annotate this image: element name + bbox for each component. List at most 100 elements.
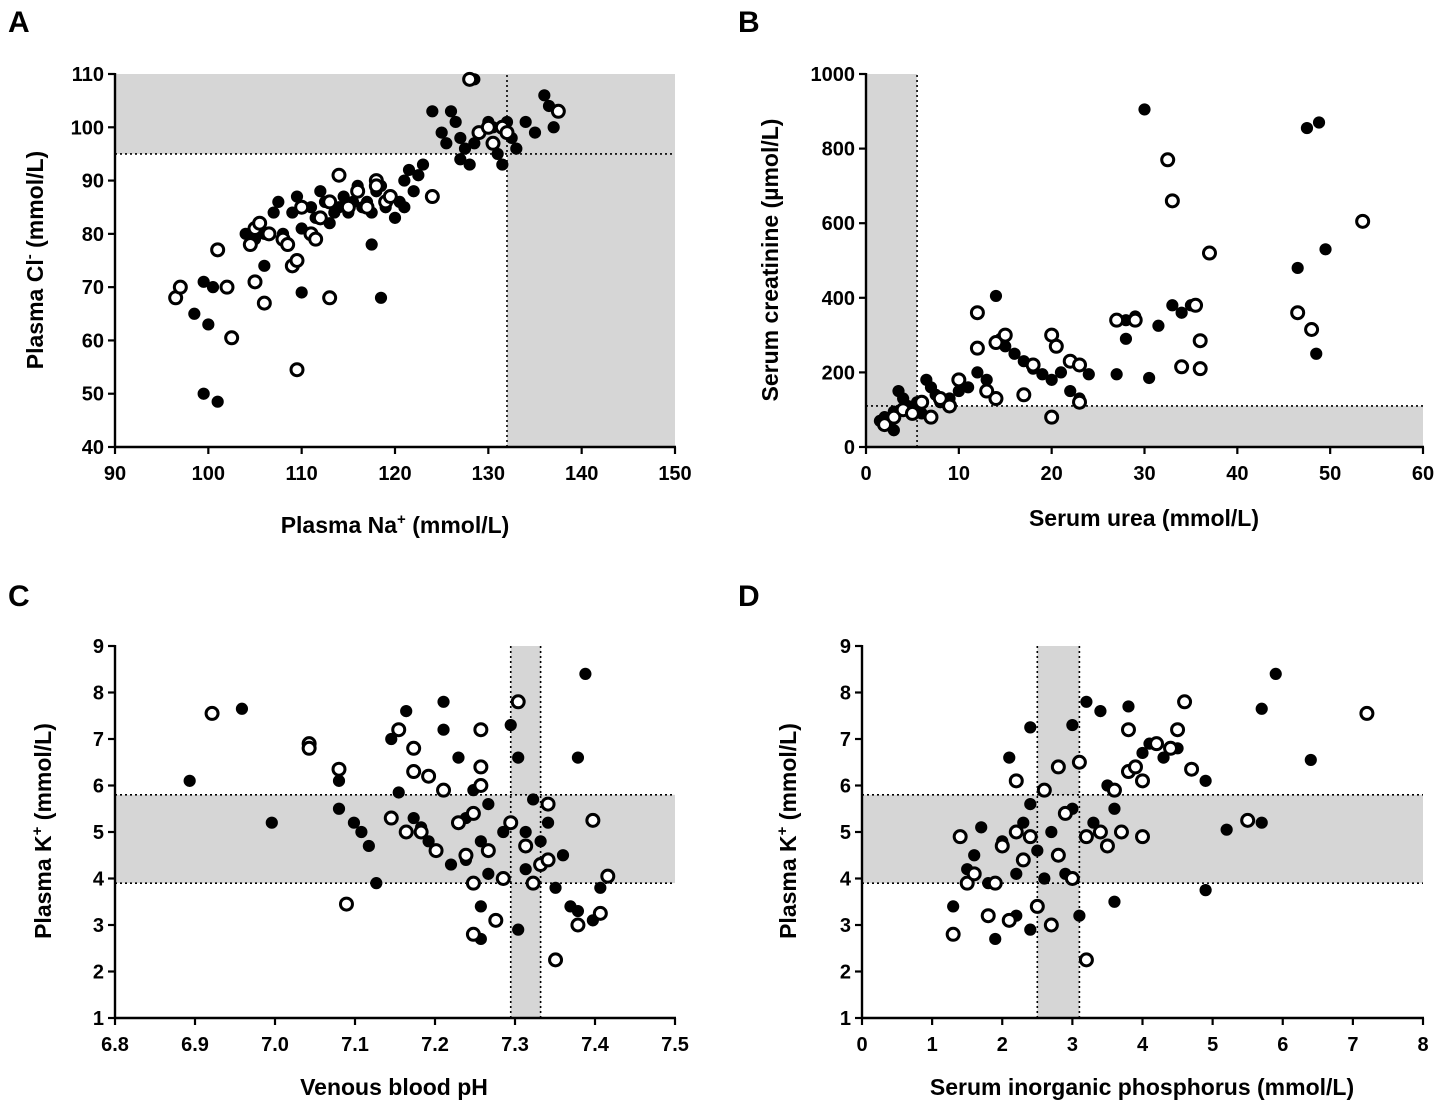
panel-b-filled-point-36 xyxy=(1138,103,1151,116)
panel-d-filled-point-26 xyxy=(1108,895,1121,908)
panel-c-open-point-19 xyxy=(473,778,489,793)
panel-a-y-ticks: 40 50 60 70 80 90 100 110 xyxy=(71,64,115,459)
panel-b-open-point-0 xyxy=(877,417,893,433)
panel-a-filled-point-11 xyxy=(272,195,285,208)
panel-d-x-tick-label: 0 xyxy=(856,1034,867,1056)
panel-d-open-point-18 xyxy=(1071,754,1087,770)
panel-b-reference-lines xyxy=(866,74,1423,447)
panel-c-y-tick-label: 2 xyxy=(93,962,104,984)
panel-a-filled-point-40 xyxy=(407,185,420,198)
panel-c-filled-point-27 xyxy=(474,900,487,913)
panel-c-y-tick-label: 6 xyxy=(93,776,104,798)
panel-c-y-tick-label: 9 xyxy=(93,636,104,658)
panel-d-y-tick-label: 7 xyxy=(840,729,851,751)
panel-b-filled-point-31 xyxy=(1082,368,1095,381)
panel-a-filled-point-57 xyxy=(496,158,509,171)
panel-c-x-tick-label: 7.5 xyxy=(661,1034,689,1056)
panel-d-x-tick-label: 6 xyxy=(1277,1034,1288,1056)
panel-b-open-point-32 xyxy=(1290,305,1306,321)
panel-c-open-point-17 xyxy=(473,722,489,738)
panel-a-filled-point-4 xyxy=(197,387,210,400)
panel-c-filled-point-19 xyxy=(452,751,465,764)
panel-a-filled-point-43 xyxy=(426,105,439,118)
panel-c-x-tick-label: 7.4 xyxy=(581,1034,610,1056)
panel-a-open-points xyxy=(168,71,566,378)
panel-b-open-point-28 xyxy=(1188,297,1204,313)
panel-c-open-point-6 xyxy=(391,722,407,738)
panel-c-open-point-27 xyxy=(525,875,541,891)
panel-d-filled-point-20 xyxy=(1073,909,1086,922)
panel-a-filled-point-68 xyxy=(374,291,388,304)
panel-d-open-point-21 xyxy=(1092,824,1108,840)
panel-b-open-point-12 xyxy=(988,335,1004,351)
panel-b-filled-point-27 xyxy=(1045,373,1058,386)
panel-d-open-point-9 xyxy=(1008,773,1024,789)
panel-c-y-tick-label: 5 xyxy=(93,822,104,844)
panel-a-filled-point-51 xyxy=(463,158,476,171)
panel-d-open-point-17 xyxy=(1064,871,1080,886)
panel-d-open-points xyxy=(945,694,1375,968)
panel-d-filled-point-3 xyxy=(975,821,988,834)
panel-d-filled-point-34 xyxy=(1220,823,1233,836)
panel-d-x-tick-label: 7 xyxy=(1347,1034,1358,1056)
panel-d-y-tick-label: 8 xyxy=(840,683,851,705)
panel-d-open-point-27 xyxy=(1127,759,1143,775)
panel-b-shaded-regions xyxy=(866,74,1423,447)
panel-a-open-point-5 xyxy=(242,237,258,253)
panel-c-filled-point-45 xyxy=(512,923,525,936)
panel-c-open-point-7 xyxy=(398,824,414,840)
panel-b-filled-point-28 xyxy=(1054,366,1068,379)
panel-c-filled-point-33 xyxy=(527,793,540,806)
panel-a-filled-point-10 xyxy=(267,206,280,219)
panel-a-open-point-9 xyxy=(256,295,272,311)
panel-b-filled-point-26 xyxy=(1036,368,1049,381)
panel-c-open-point-32 xyxy=(570,917,586,933)
panel-d-open-point-15 xyxy=(1050,847,1066,863)
panel-c-open-point-2 xyxy=(301,740,317,756)
panel-c-filled-point-6 xyxy=(355,825,368,839)
panel-d-shaded-region-1 xyxy=(1037,646,1080,1018)
panel-c-filled-point-2 xyxy=(265,816,278,829)
panel-a-x-tick-label: 90 xyxy=(104,463,126,485)
panel-d-filled-point-35 xyxy=(1255,702,1268,715)
panel-c-filled-point-29 xyxy=(504,718,517,732)
panel-b-open-point-26 xyxy=(1164,193,1180,209)
panel-c-filled-point-9 xyxy=(385,732,398,746)
panel-d-y-tick-label: 1 xyxy=(840,1008,851,1030)
panel-c-filled-point-12 xyxy=(407,811,420,825)
panel-d-open-point-35 xyxy=(1240,812,1256,828)
panel-c-filled-point-8 xyxy=(370,877,383,890)
panel-d-filled-point-5 xyxy=(989,932,1002,946)
panel-d-y-tick-label: 5 xyxy=(840,822,851,844)
panel-a-filled-point-1 xyxy=(206,281,220,294)
panel-a-filled-point-60 xyxy=(510,142,523,155)
panel-a-x-axis-title: Plasma Na+ (mmol/L) xyxy=(281,511,510,538)
panel-b-open-point-30 xyxy=(1192,361,1208,377)
panel-c-open-point-14 xyxy=(450,815,466,831)
panel-c-y-tick-label: 4 xyxy=(93,869,105,891)
panel-a-open-point-22 xyxy=(340,199,356,215)
panel-c-filled-point-5 xyxy=(347,816,361,829)
panel-d-reference-lines xyxy=(862,646,1423,1018)
panel-d-x-tick-label: 5 xyxy=(1207,1034,1218,1056)
panel-b-y-tick-label: 600 xyxy=(822,213,855,235)
panel-d-filled-point-27 xyxy=(1122,700,1135,713)
panel-a: A 90 100 110 120 130 140 150 40 50 60 70 80 90 100 11… xyxy=(8,6,692,538)
panel-c-open-point-3 xyxy=(331,761,347,777)
panel-d-filled-point-0 xyxy=(947,900,960,913)
panel-a-filled-point-49 xyxy=(458,142,472,155)
panel-c-x-axis-title: Venous blood pH xyxy=(300,1074,488,1100)
panel-c-filled-point-28 xyxy=(497,825,510,839)
panel-b-filled-point-45 xyxy=(1312,116,1326,129)
panel-a-x-ticks: 90 100 110 120 130 140 150 xyxy=(104,447,692,485)
panel-b-open-point-3 xyxy=(904,405,920,421)
panel-c-open-point-36 xyxy=(465,926,481,942)
panel-d-open-point-24 xyxy=(1113,824,1129,840)
panel-b-filled-point-34 xyxy=(1119,332,1133,345)
panel-a-filled-point-0 xyxy=(197,275,210,288)
panel-d-y-tick-label: 3 xyxy=(840,915,851,937)
panel-d-open-point-6 xyxy=(994,838,1010,854)
panel-c-filled-point-46 xyxy=(519,825,532,839)
panel-c-filled-point-3 xyxy=(332,774,346,787)
